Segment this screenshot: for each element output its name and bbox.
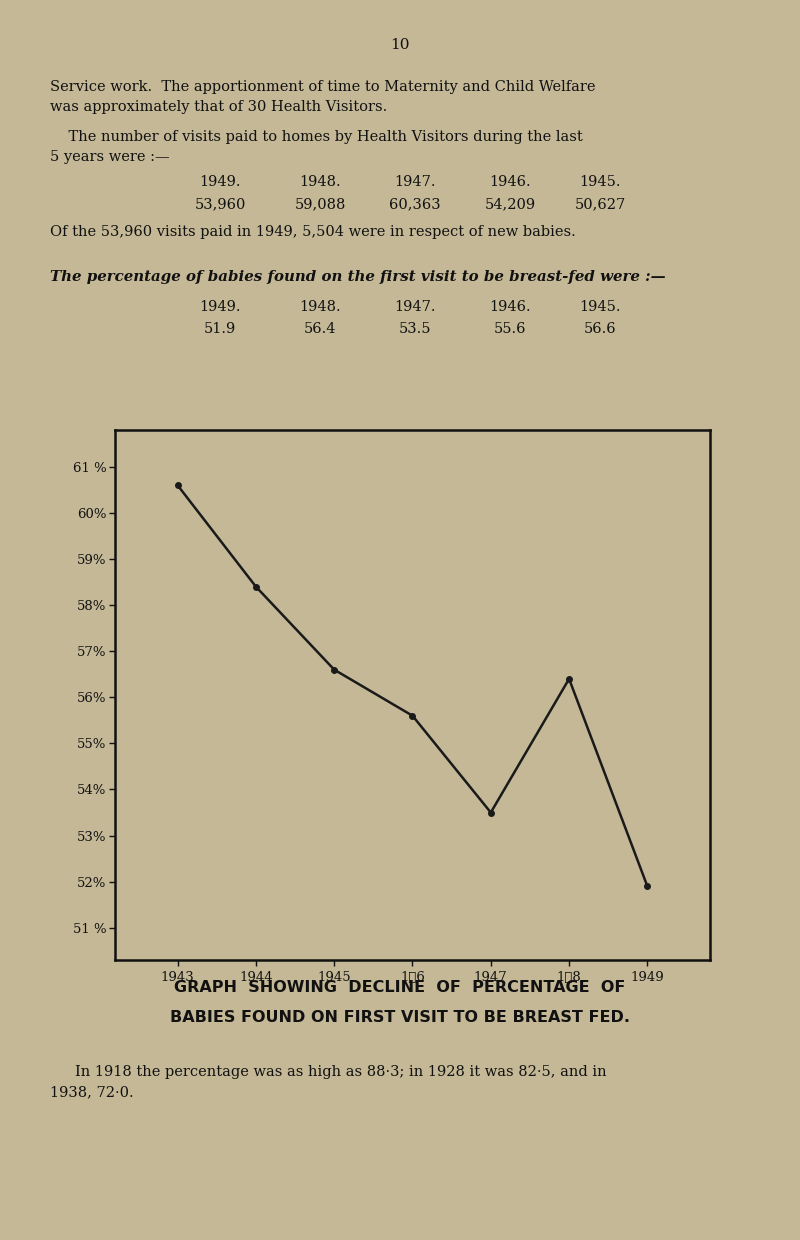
Text: The number of visits paid to homes by Health Visitors during the last: The number of visits paid to homes by He… bbox=[50, 130, 582, 144]
Text: 1938, 72·0.: 1938, 72·0. bbox=[50, 1085, 134, 1099]
Text: 53.5: 53.5 bbox=[398, 322, 431, 336]
Text: 1947.: 1947. bbox=[394, 175, 436, 188]
Text: 1949.: 1949. bbox=[199, 300, 241, 314]
Text: was approximately that of 30 Health Visitors.: was approximately that of 30 Health Visi… bbox=[50, 100, 387, 114]
Text: 1948.: 1948. bbox=[299, 175, 341, 188]
Text: 50,627: 50,627 bbox=[574, 197, 626, 211]
Text: 5 years were :—: 5 years were :— bbox=[50, 150, 170, 164]
Text: 1947.: 1947. bbox=[394, 300, 436, 314]
Text: 60,363: 60,363 bbox=[389, 197, 441, 211]
Text: BABIES FOUND ON FIRST VISIT TO BE BREAST FED.: BABIES FOUND ON FIRST VISIT TO BE BREAST… bbox=[170, 1011, 630, 1025]
Text: 56.4: 56.4 bbox=[304, 322, 336, 336]
Text: 1949.: 1949. bbox=[199, 175, 241, 188]
Text: 53,960: 53,960 bbox=[194, 197, 246, 211]
Text: 54,209: 54,209 bbox=[485, 197, 535, 211]
Text: The percentage of babies found on the first visit to be breast-fed were :—: The percentage of babies found on the fi… bbox=[50, 270, 666, 284]
Text: Of the 53,960 visits paid in 1949, 5,504 were in respect of new babies.: Of the 53,960 visits paid in 1949, 5,504… bbox=[50, 224, 576, 239]
Text: 56.6: 56.6 bbox=[584, 322, 616, 336]
Text: 51.9: 51.9 bbox=[204, 322, 236, 336]
Text: 1946.: 1946. bbox=[489, 300, 531, 314]
Text: 1946.: 1946. bbox=[489, 175, 531, 188]
Text: 1948.: 1948. bbox=[299, 300, 341, 314]
Text: 10: 10 bbox=[390, 38, 410, 52]
Text: 1945.: 1945. bbox=[579, 175, 621, 188]
Text: In 1918 the percentage was as high as 88·3; in 1928 it was 82·5, and in: In 1918 the percentage was as high as 88… bbox=[75, 1065, 606, 1079]
Text: 59,088: 59,088 bbox=[294, 197, 346, 211]
Text: GRAPH  SHOWING  DECLINE  OF  PERCENTAGE  OF: GRAPH SHOWING DECLINE OF PERCENTAGE OF bbox=[174, 980, 626, 994]
Text: 1945.: 1945. bbox=[579, 300, 621, 314]
Text: 55.6: 55.6 bbox=[494, 322, 526, 336]
Text: Service work.  The apportionment of time to Maternity and Child Welfare: Service work. The apportionment of time … bbox=[50, 81, 595, 94]
